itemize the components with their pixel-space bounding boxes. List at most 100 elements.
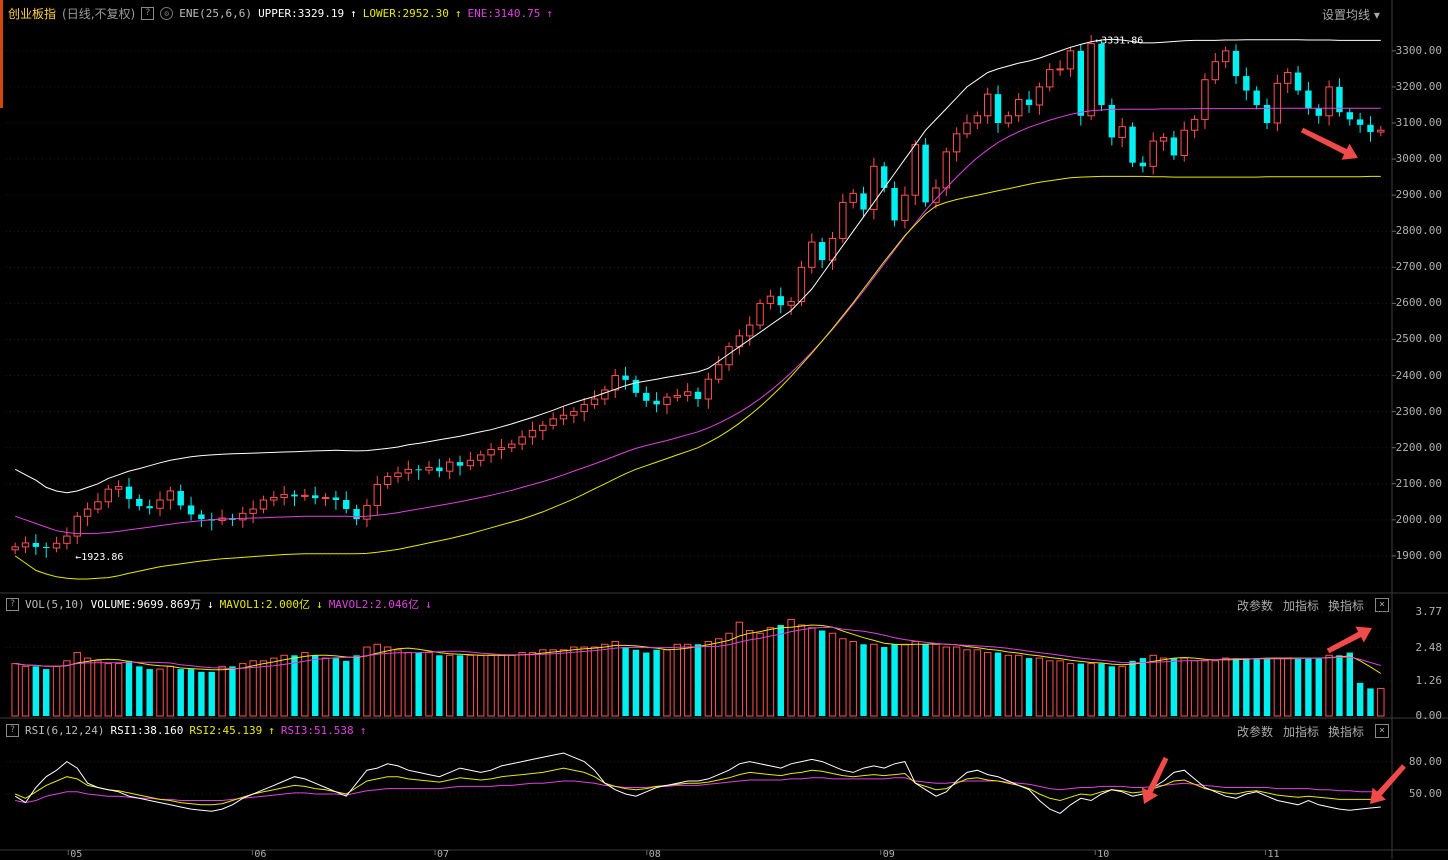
candle-body <box>1201 79 1209 120</box>
volume-bar <box>1087 663 1095 717</box>
candle-body <box>860 193 867 210</box>
candle-body <box>983 93 992 117</box>
candle-body <box>321 496 330 499</box>
candle-body <box>1315 108 1322 116</box>
volume-bar <box>343 660 350 716</box>
candle-body <box>94 501 102 510</box>
volume-bar <box>1232 658 1240 716</box>
volume-bar <box>1035 657 1044 717</box>
volume-bar <box>208 671 215 716</box>
vol-switch-indicator-button[interactable]: 换指标 <box>1328 599 1365 613</box>
volume-bar <box>166 665 175 717</box>
vol-change-params-button[interactable]: 改参数 <box>1237 599 1274 613</box>
candle-body <box>1325 86 1333 117</box>
vol-add-indicator-button[interactable]: 加指标 <box>1283 599 1320 613</box>
price-tick-label: 2400.00 <box>1395 368 1442 382</box>
candle-body <box>643 392 650 401</box>
up-arrow-icon: ↑ <box>268 723 275 737</box>
candle-body <box>43 546 50 548</box>
rsi-close-icon[interactable]: × <box>1375 724 1389 738</box>
volume-bar <box>1129 660 1136 716</box>
candle-body <box>291 494 298 497</box>
ene-indicator-name[interactable]: ENE(25,6,6) <box>179 6 253 20</box>
candle-body <box>849 192 857 203</box>
volume-bar <box>839 638 847 717</box>
candle-body <box>694 391 702 399</box>
rsi3-line <box>15 777 1381 804</box>
volume-bar <box>643 652 650 716</box>
up-arrow-icon: ↑ <box>454 6 462 20</box>
volume-bar <box>321 657 330 717</box>
lower-value: LOWER:2952.30 <box>362 6 449 20</box>
volume-bar <box>94 660 102 717</box>
volume-bar <box>1211 660 1220 717</box>
candle-body <box>1180 129 1188 156</box>
candle-body <box>653 400 660 405</box>
candle-body <box>32 542 40 547</box>
volume-bar <box>911 641 919 717</box>
candle-body <box>394 472 402 478</box>
volume-bar <box>818 630 826 716</box>
up-arrow-icon: ↑ <box>350 6 357 20</box>
candle-body <box>239 512 247 521</box>
candle-body <box>1066 50 1075 70</box>
candle-body <box>436 467 443 472</box>
candle-body <box>570 411 578 416</box>
rsi-change-params-button[interactable]: 改参数 <box>1237 725 1274 739</box>
volume-bar <box>1243 658 1250 716</box>
candle-body <box>746 324 754 337</box>
candle-body <box>632 379 640 393</box>
volume-bar <box>952 646 961 717</box>
volume-bar <box>983 652 992 717</box>
gear-icon[interactable]: ⚙ <box>160 6 174 20</box>
volume-bar <box>456 655 464 716</box>
set-ma-button[interactable]: 设置均线 ▾ <box>1322 6 1380 23</box>
volume-bar <box>777 624 784 716</box>
volume-bar <box>746 629 754 717</box>
rsi-add-indicator-button[interactable]: 加指标 <box>1283 725 1320 739</box>
candle-body <box>136 498 143 507</box>
period-label[interactable]: (日线,不复权) <box>62 6 136 21</box>
help-icon[interactable]: ? <box>6 597 19 611</box>
x-tick-label: 08 <box>648 849 661 860</box>
candle-body <box>611 375 619 391</box>
help-icon[interactable]: ? <box>141 6 155 20</box>
rsi2-line <box>15 767 1381 806</box>
volume-tick-label: 2.48 <box>1415 640 1443 654</box>
volume-bar <box>580 646 588 717</box>
rsi-indicator-name[interactable]: RSI(6,12,24) <box>25 723 105 737</box>
index-title[interactable]: 创业板指 <box>8 6 57 21</box>
volume-bar <box>270 657 278 717</box>
volume-bar <box>353 655 360 716</box>
candle-body <box>1077 50 1085 116</box>
volume-bar <box>891 644 898 716</box>
candle-body <box>52 542 61 549</box>
volume-bar <box>239 663 247 717</box>
volume-bar <box>280 654 288 717</box>
volume-bar <box>404 652 413 717</box>
candle-body <box>1367 124 1374 133</box>
volume-bar <box>787 618 795 717</box>
rsi-switch-indicator-button[interactable]: 换指标 <box>1328 725 1365 739</box>
volume-bar <box>43 669 50 716</box>
price-tick-label: 2800.00 <box>1395 224 1442 238</box>
volume-bar <box>549 649 557 717</box>
mavol2-value: MAVOL2:2.046亿 <box>328 598 420 611</box>
volume-bar <box>1056 660 1064 717</box>
volume-bar <box>11 663 19 717</box>
volume-bar <box>663 649 671 717</box>
candle-body <box>663 396 671 405</box>
volume-bar <box>611 641 619 717</box>
candle-body <box>156 499 164 509</box>
high-price-marker: ←3331.86 <box>1095 36 1143 47</box>
volume-bar <box>156 668 164 717</box>
help-icon[interactable]: ? <box>6 723 19 737</box>
candle-body <box>301 494 309 497</box>
candle-body <box>1035 86 1044 106</box>
candle-body <box>415 469 422 471</box>
volume-bar <box>622 647 629 716</box>
vol-indicator-name[interactable]: VOL(5,10) <box>25 597 85 611</box>
volume-bar <box>1315 658 1322 716</box>
candle-body <box>1263 104 1271 124</box>
